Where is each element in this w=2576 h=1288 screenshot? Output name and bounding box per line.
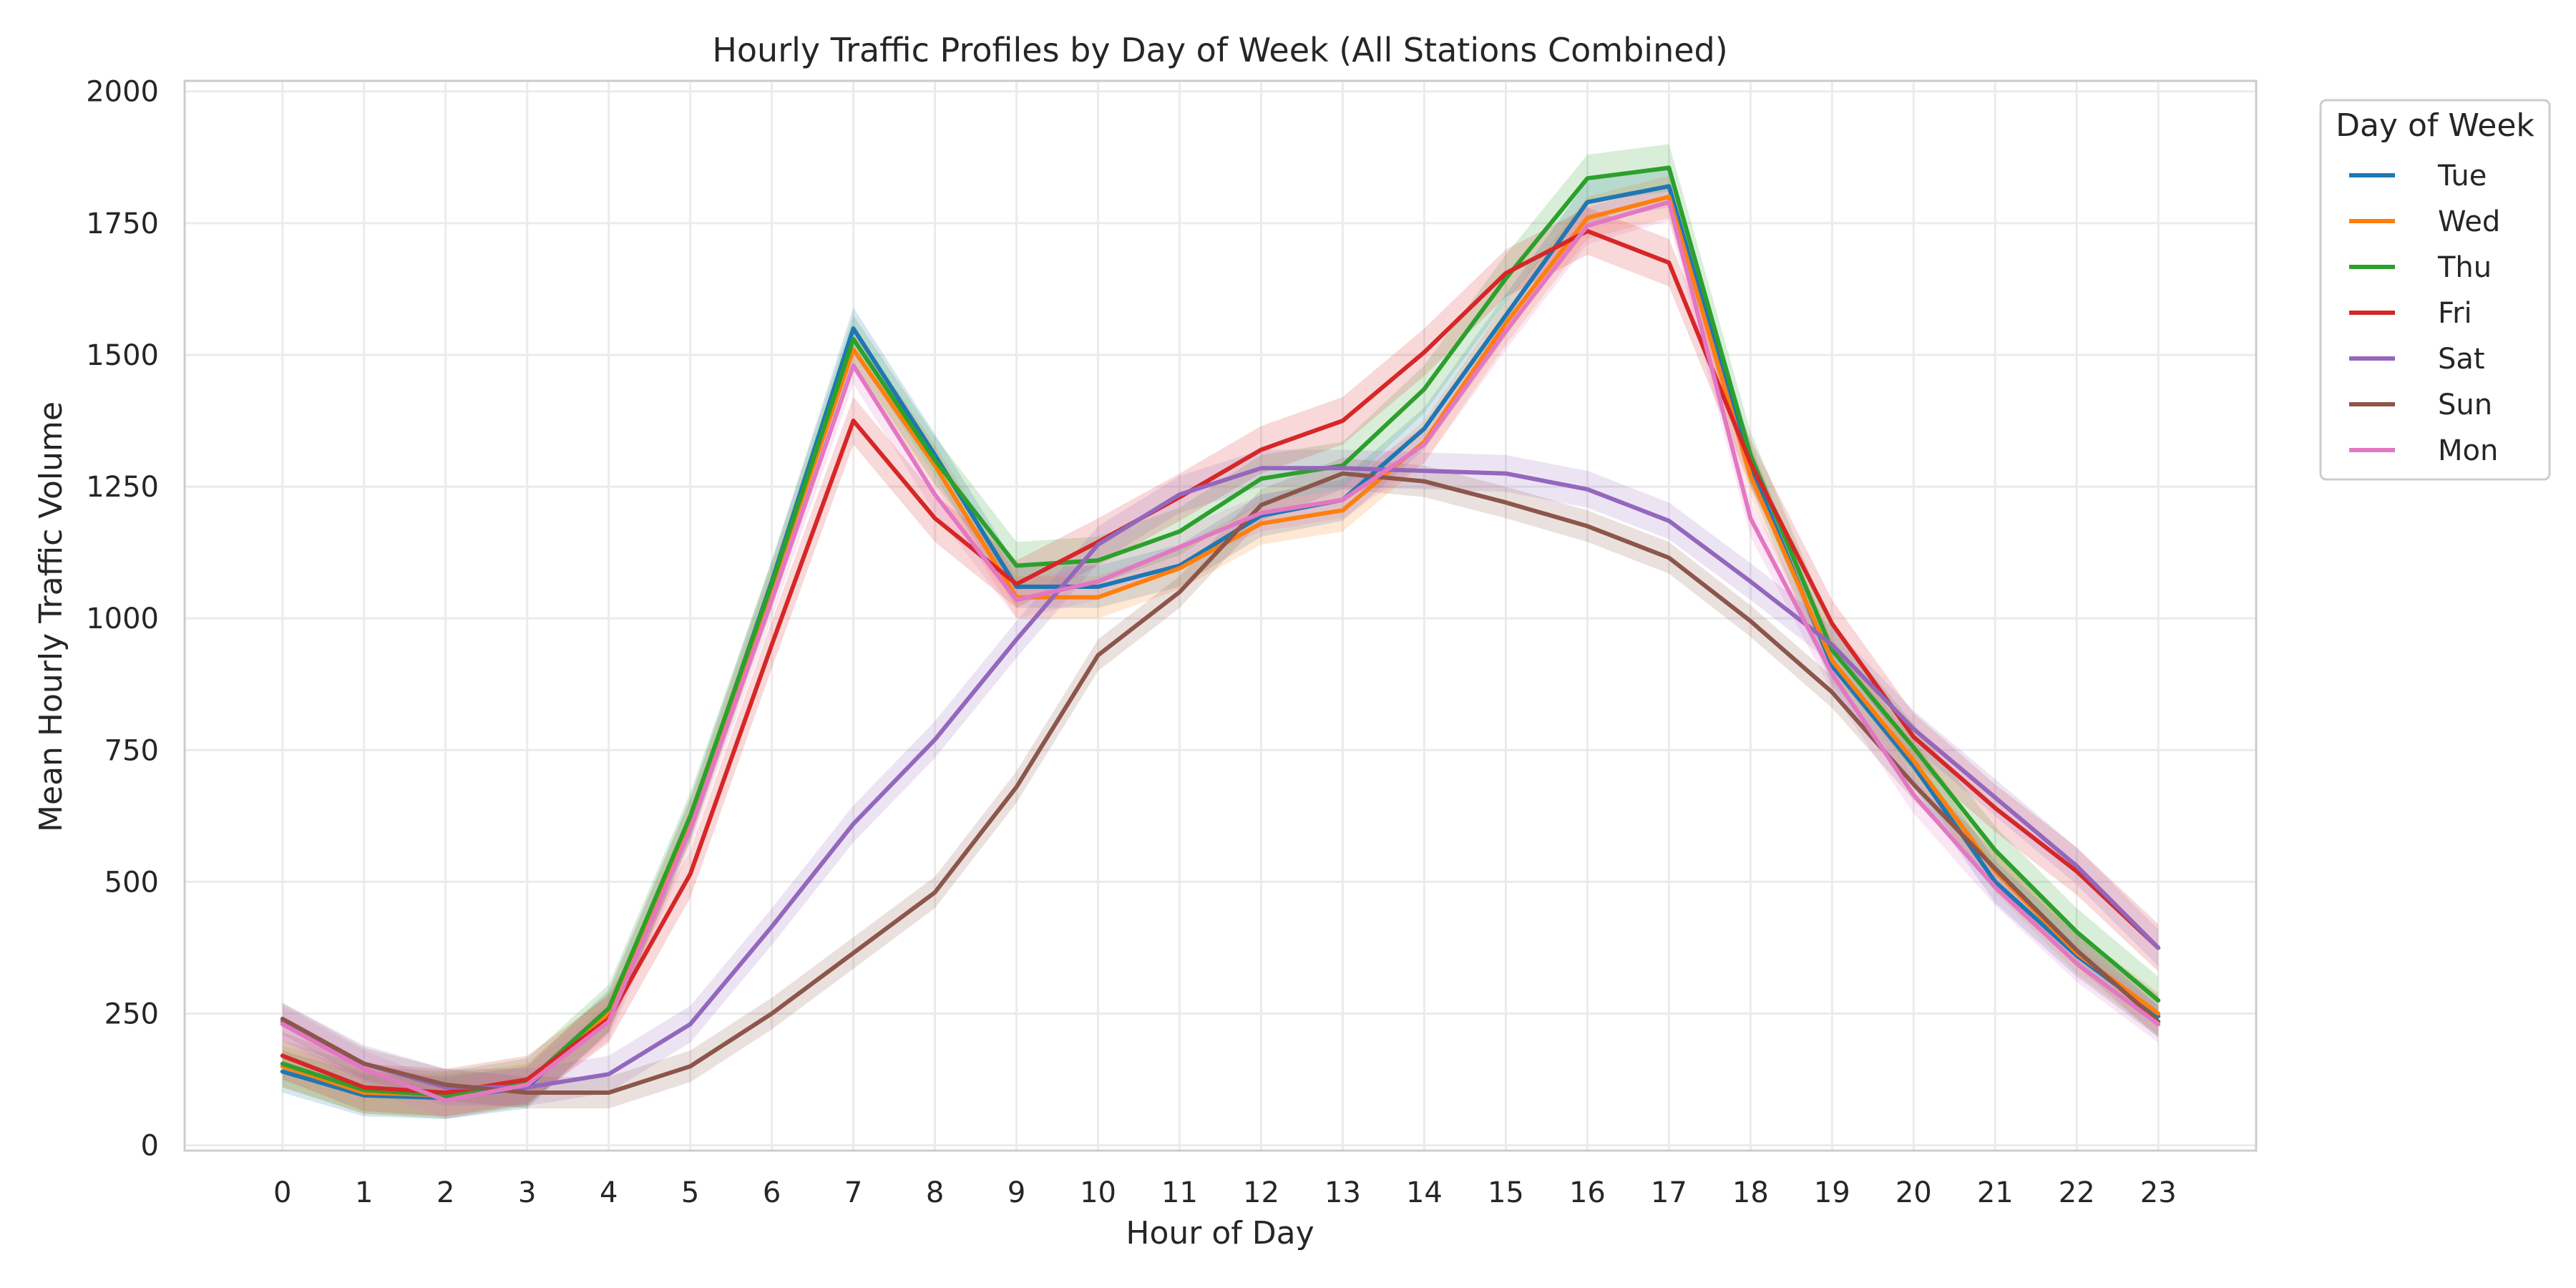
x-tick-label: 22	[2059, 1176, 2095, 1209]
series-line-sat	[280, 466, 2161, 1090]
confidence-bands	[282, 144, 2159, 1119]
legend-label-sat: Sat	[2438, 343, 2485, 376]
x-tick-label: 10	[1080, 1176, 1116, 1209]
legend-label-thu: Thu	[2437, 251, 2492, 284]
y-axis-title: Mean Hourly Traffic Volume	[33, 401, 69, 832]
grid-lines	[185, 81, 2256, 1151]
series-band-sat	[282, 449, 2159, 1106]
x-tick-label: 0	[273, 1176, 291, 1209]
x-axis-title: Hour of Day	[1126, 1215, 1314, 1252]
x-tick-label: 15	[1488, 1176, 1524, 1209]
y-tick-label: 750	[104, 734, 159, 767]
legend: Day of Week Tue Wed Thu Fri Sat Sun Mon	[2319, 99, 2551, 481]
legend-box	[2319, 99, 2551, 481]
x-tick-label: 9	[1008, 1176, 1025, 1209]
x-tick-label: 5	[681, 1176, 699, 1209]
x-tick-label: 4	[600, 1176, 618, 1209]
legend-title: Day of Week	[2336, 107, 2534, 144]
x-tick-label: 1	[355, 1176, 373, 1209]
series-line-thu	[280, 165, 2161, 1098]
x-tick-label: 3	[518, 1176, 536, 1209]
legend-label-sun: Sun	[2438, 389, 2492, 421]
legend-label-wed: Wed	[2438, 205, 2500, 238]
x-tick-label: 16	[1569, 1176, 1606, 1209]
y-tick-label: 1750	[86, 208, 159, 240]
series-line-mon	[280, 200, 2161, 1103]
legend-items: Tue Wed Thu Fri Sat Sun Mon	[2349, 160, 2500, 467]
x-tick-label: 14	[1406, 1176, 1443, 1209]
x-tick-label: 17	[1651, 1176, 1687, 1209]
x-tick-label: 6	[763, 1176, 781, 1209]
x-tick-label: 12	[1243, 1176, 1279, 1209]
x-axis-ticks: 0 1 2 3 4 5 6 7 8 9 10 11 12 13 14 15 16 17 18 19 20 21 22 23	[273, 1176, 2177, 1209]
legend-label-tue: Tue	[2437, 160, 2487, 192]
y-tick-label: 1500	[86, 339, 159, 372]
x-tick-label: 23	[2140, 1176, 2177, 1209]
y-tick-label: 2000	[86, 76, 159, 109]
x-tick-label: 8	[926, 1176, 944, 1209]
legend-label-fri: Fri	[2438, 297, 2472, 330]
series-line-fri	[280, 228, 2161, 1095]
x-tick-label: 19	[1814, 1176, 1850, 1209]
x-tick-label: 2	[436, 1176, 454, 1209]
chart-title: Hourly Traffic Profiles by Day of Week (…	[712, 31, 1727, 69]
x-tick-label: 21	[1977, 1176, 2014, 1209]
x-tick-label: 11	[1161, 1176, 1198, 1209]
x-tick-label: 13	[1324, 1176, 1361, 1209]
y-tick-label: 500	[104, 866, 159, 899]
y-tick-label: 1250	[86, 471, 159, 504]
y-tick-label: 250	[104, 998, 159, 1031]
x-tick-label: 18	[1732, 1176, 1769, 1209]
y-axis-ticks: 0 250 500 750 1000 1250 1500 1750 2000	[86, 76, 159, 1163]
y-tick-label: 0	[141, 1130, 159, 1163]
y-tick-label: 1000	[86, 602, 159, 635]
series-lines	[280, 165, 2161, 1103]
legend-label-mon: Mon	[2438, 434, 2498, 467]
series-line-sun	[280, 471, 2161, 1095]
plot-frame	[183, 79, 2258, 1152]
x-tick-label: 7	[844, 1176, 862, 1209]
x-tick-label: 20	[1896, 1176, 1932, 1209]
